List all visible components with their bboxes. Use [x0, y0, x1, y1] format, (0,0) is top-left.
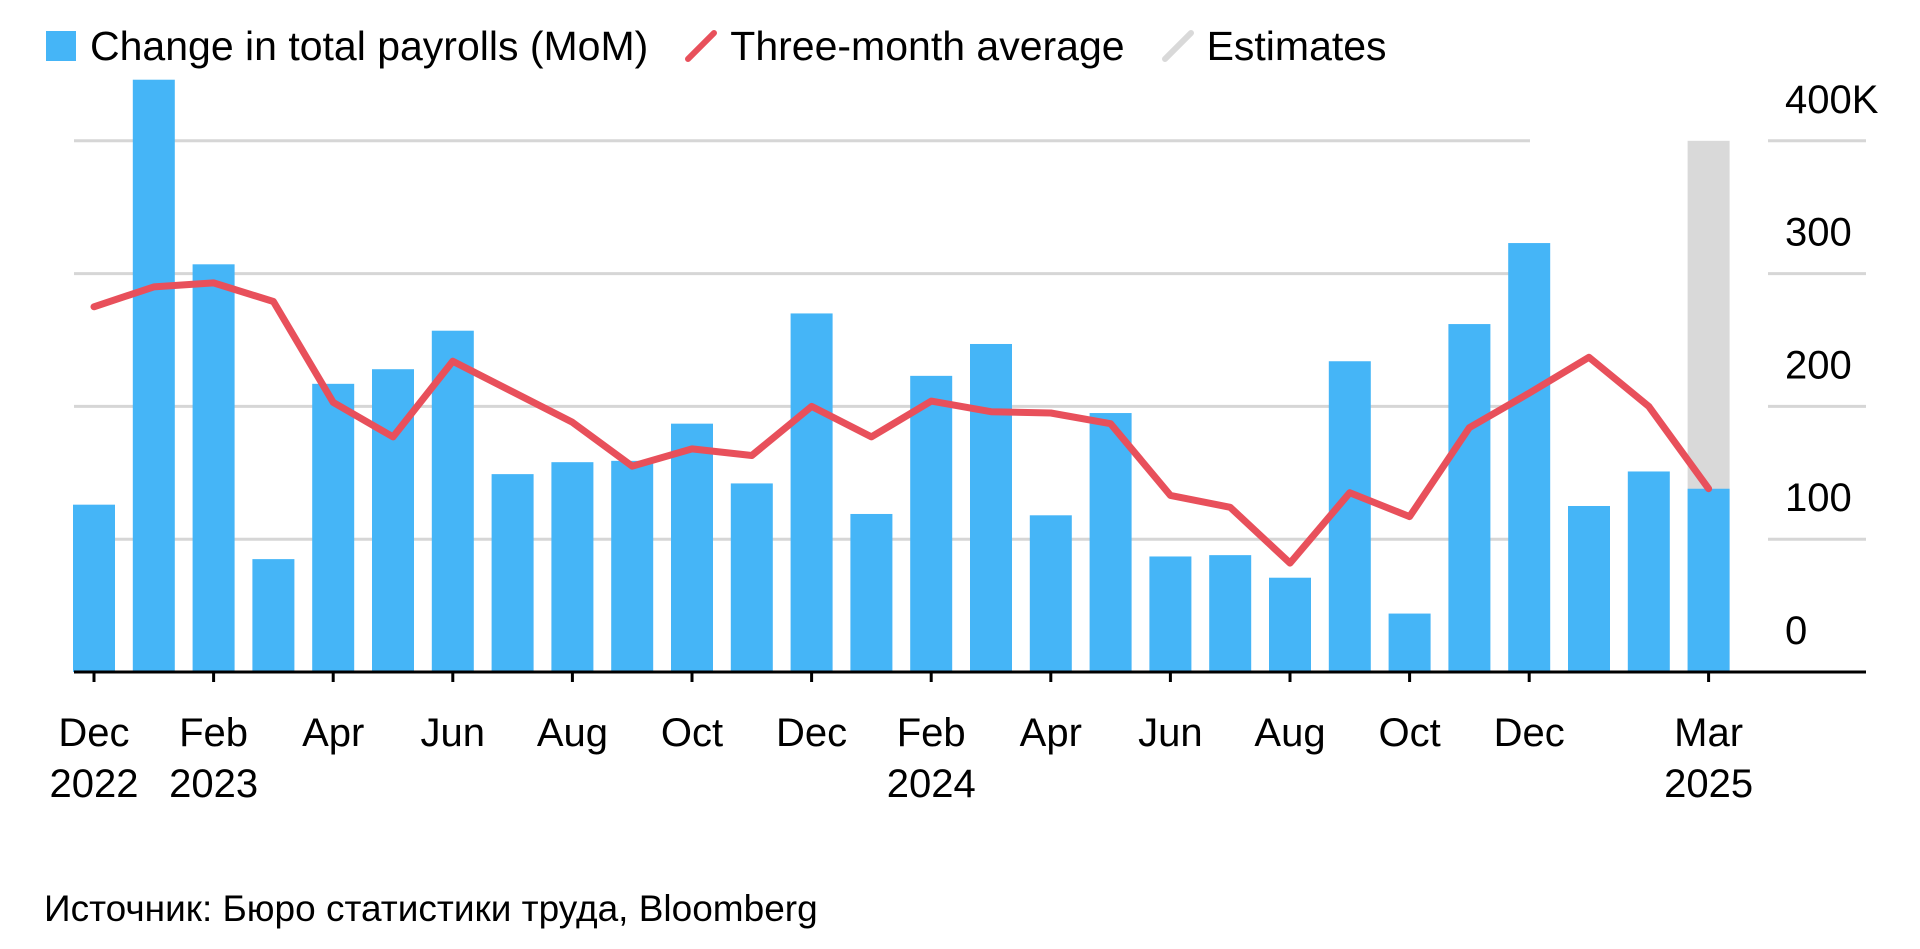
estimate-swatch-icon — [1161, 30, 1194, 62]
x-tick-label: Dec — [58, 711, 129, 755]
bar-jun-2023 — [431, 330, 474, 672]
bar-oct-2024 — [1388, 613, 1431, 672]
x-tick-label: Apr — [302, 711, 364, 755]
bar-mar-2025 — [1687, 488, 1730, 672]
bar-mar-2024 — [970, 343, 1012, 672]
x-tick-label: Oct — [661, 711, 723, 755]
bar-dec-2022 — [73, 504, 115, 672]
x-tick-label: Aug — [1254, 711, 1325, 755]
x-tick-label: Dec — [776, 711, 847, 755]
x-tick-label: Aug — [537, 711, 608, 755]
legend-item-estimates: Estimates — [1161, 23, 1387, 70]
bar-nov-2023 — [730, 483, 773, 672]
y-tick-label: 400K — [1785, 78, 1879, 122]
bar-apr-2024 — [1029, 515, 1072, 672]
bar-sep-2024 — [1328, 361, 1371, 672]
x-tick-year-label: 2022 — [50, 762, 139, 806]
y-tick-label: 0 — [1785, 609, 1807, 653]
chart-legend: Change in total payrolls (MoM) Three-mon… — [46, 18, 1423, 74]
legend-label-estimates: Estimates — [1206, 22, 1387, 69]
x-tick-label: Dec — [1494, 711, 1565, 755]
source-note: Источник: Бюро статистики труда, Bloombe… — [44, 888, 818, 929]
bar-aug-2023 — [551, 462, 594, 672]
legend-label-payrolls: Change in total payrolls (MoM) — [90, 22, 649, 69]
y-tick-label: 200 — [1785, 343, 1852, 387]
x-tick-label: Jun — [1138, 711, 1203, 755]
bar-aug-2024 — [1269, 577, 1311, 672]
y-tick-label: 300 — [1785, 211, 1852, 255]
bar-dec-2024 — [1508, 243, 1551, 672]
bar-jul-2024 — [1209, 555, 1252, 672]
bar-swatch-icon — [46, 31, 76, 61]
legend-item-payrolls: Change in total payrolls (MoM) — [46, 23, 648, 70]
bar-apr-2023 — [312, 383, 355, 672]
x-tick-year-label: 2023 — [169, 762, 258, 806]
legend-label-three-month-average: Three-month average — [730, 22, 1125, 69]
bar-nov-2024 — [1448, 324, 1491, 672]
x-tick-label: Oct — [1378, 711, 1440, 755]
x-tick-label: Feb — [179, 711, 248, 755]
three-month-average-line — [90, 279, 1713, 567]
x-tick-year-label: 2024 — [887, 762, 976, 806]
bar-jan-2023 — [132, 79, 175, 673]
bar-jun-2024 — [1149, 556, 1192, 672]
x-tick-label: Feb — [897, 711, 966, 755]
x-tick-label: Jun — [421, 711, 486, 755]
x-tick-label: Apr — [1020, 711, 1082, 755]
bar-oct-2023 — [671, 423, 713, 672]
bar-sep-2023 — [611, 460, 654, 672]
legend-item-three-month-average: Three-month average — [684, 22, 1125, 70]
line-swatch-icon — [685, 30, 718, 62]
bar-may-2024 — [1089, 413, 1132, 672]
bar-jul-2023 — [491, 474, 534, 672]
bar-feb-2025 — [1627, 471, 1670, 672]
y-tick-label: 100 — [1785, 476, 1852, 520]
bar-mar-2023 — [252, 559, 295, 672]
bar-dec-2023 — [790, 313, 833, 672]
x-tick-label: Mar — [1674, 711, 1743, 755]
x-tick-year-label: 2025 — [1664, 762, 1753, 806]
bar-jan-2024 — [850, 513, 893, 672]
bar-feb-2024 — [910, 375, 953, 672]
bar-jan-2025 — [1568, 506, 1610, 672]
bar-feb-2023 — [192, 264, 235, 672]
